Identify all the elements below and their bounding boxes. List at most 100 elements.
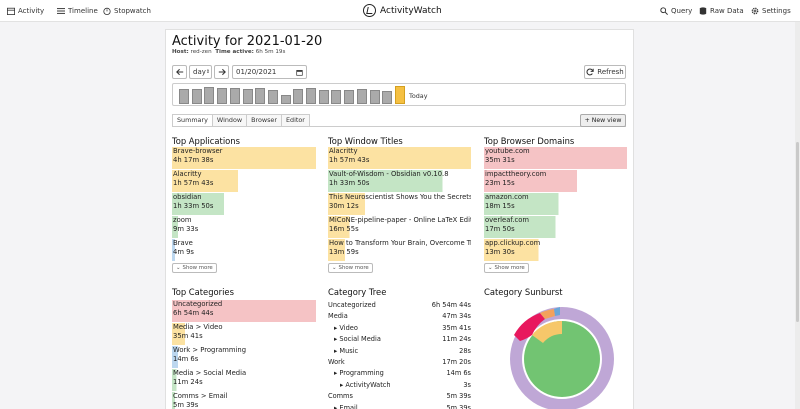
category-tree-row[interactable]: Comms 5m 39s (328, 392, 471, 400)
category-tree-label-text: Comms (328, 392, 353, 401)
chevron-down-icon: ⌄ (488, 265, 493, 271)
host-info: Host: red-zen Time active: 6h 5m 19s (172, 49, 285, 55)
domain-entry[interactable]: impacttheory.com 23m 15s (484, 170, 627, 192)
date-input[interactable]: 01/20/2021 (232, 65, 307, 79)
category-entry-name: Work > Programming (173, 346, 247, 354)
daily-bar-chart: Today (172, 83, 626, 106)
domain-entry[interactable]: app.clickup.com 13m 30s (484, 239, 627, 261)
top-categories-title: Top Categories (172, 287, 234, 297)
window-title-entry-time: 1h 33m 50s (329, 179, 370, 187)
refresh-label: Refresh (597, 68, 624, 76)
sunburst-media-segment[interactable] (532, 320, 562, 343)
bar-day[interactable] (229, 87, 240, 104)
activitywatch-logo-icon (363, 4, 376, 17)
category-tree-row[interactable]: Media 47m 34s (328, 312, 471, 320)
nav-query[interactable]: Query (660, 7, 692, 15)
bar-day[interactable] (344, 90, 355, 104)
nav-raw-data[interactable]: Raw Data (699, 7, 744, 15)
bar-day[interactable] (356, 89, 367, 104)
app-entry-time: 4h 17m 38s (173, 156, 214, 164)
caret-right-icon: ▸ (334, 346, 340, 355)
period-select[interactable]: day ⇕ (189, 65, 212, 79)
titles-show-more-button[interactable]: ⌄ Show more (328, 263, 373, 273)
category-tree-row[interactable]: ▸ Video 35m 41s (328, 324, 471, 332)
bar-day[interactable] (217, 87, 228, 104)
nav-stopwatch[interactable]: Stopwatch (103, 7, 151, 15)
app-entry[interactable]: zoom 9m 33s (172, 216, 316, 238)
page-scrollbar[interactable] (795, 22, 800, 409)
category-entry-time: 5m 39s (173, 401, 199, 409)
category-tree-label-text: Social Media (339, 335, 381, 344)
bar-day[interactable] (179, 89, 189, 104)
category-tree-row[interactable]: ▸ Music 28s (328, 347, 471, 355)
bar-day[interactable] (267, 90, 278, 104)
category-tree-label-text: Work (328, 358, 345, 366)
next-period-button[interactable] (214, 65, 229, 79)
app-entry[interactable]: Brave-browser 4h 17m 38s (172, 147, 316, 169)
bar-day[interactable] (191, 89, 202, 104)
today-label: Today (409, 92, 428, 100)
apps-show-more-label: Show more (182, 265, 213, 271)
category-tree-row[interactable]: ▸ Programming 14m 6s (328, 369, 471, 377)
previous-period-button[interactable] (172, 65, 187, 79)
nav-settings-label: Settings (762, 7, 791, 15)
bar-day[interactable] (280, 94, 291, 104)
apps-show-more-button[interactable]: ⌄ Show more (172, 263, 217, 273)
category-entry[interactable]: Uncategorized 6h 54m 44s (172, 300, 316, 322)
database-icon (699, 7, 707, 15)
category-entry-name: Comms > Email (173, 392, 228, 400)
brand-logo-link[interactable]: ActivityWatch (363, 4, 442, 17)
category-tree-row[interactable]: ▸ Email 5m 39s (328, 404, 471, 409)
bar-day[interactable] (255, 87, 266, 104)
window-title-entry-name: How to Transform Your Brain, Overcome Tr… (329, 239, 471, 247)
bar-day[interactable] (331, 90, 342, 104)
category-entry[interactable]: Comms > Email 5m 39s (172, 392, 316, 409)
bar-day[interactable] (306, 87, 316, 104)
window-title-entry[interactable]: MiCoNE-pipeline-paper - Online LaTeX Edi… (328, 216, 471, 238)
sunburst-work-segment[interactable] (554, 307, 560, 316)
category-tree-row[interactable]: ▸ Social Media 11m 24s (328, 335, 471, 343)
category-tree-row[interactable]: Uncategorized 6h 54m 44s (328, 301, 471, 309)
domain-entry[interactable]: youtube.com 35m 31s (484, 147, 627, 169)
category-entry[interactable]: Media > Video 35m 41s (172, 323, 316, 345)
app-entry[interactable]: Brave 4m 9s (172, 239, 316, 261)
bar-today[interactable] (394, 85, 405, 104)
domains-show-more-button[interactable]: ⌄ Show more (484, 263, 529, 273)
sunburst-social-media-segment[interactable] (540, 309, 555, 319)
sunburst-video-segment[interactable] (514, 313, 545, 341)
bar-day[interactable] (369, 90, 380, 104)
category-tree-row[interactable]: Work 17m 20s (328, 358, 471, 366)
category-entry-name: Uncategorized (173, 300, 223, 308)
category-tree-time: 28s (459, 346, 471, 355)
bar-day[interactable] (242, 89, 253, 104)
window-title-entry[interactable]: How to Transform Your Brain, Overcome Tr… (328, 239, 471, 261)
domain-entry-name: app.clickup.com (485, 239, 541, 247)
category-tree-time: 11m 24s (442, 335, 471, 344)
app-entry[interactable]: obsidian 1h 33m 50s (172, 193, 316, 215)
app-entry-time: 1h 33m 50s (173, 202, 214, 210)
category-entry[interactable]: Media > Social Media 11m 24s (172, 369, 316, 391)
refresh-button[interactable]: Refresh (584, 65, 626, 79)
category-entry[interactable]: Work > Programming 14m 6s (172, 346, 316, 368)
domain-entry[interactable]: amazon.com 18m 15s (484, 193, 627, 215)
category-tree-label: Uncategorized (328, 301, 376, 309)
category-tree-row[interactable]: ▸ ActivityWatch 3s (328, 381, 471, 389)
category-tree-label-text: ActivityWatch (345, 380, 391, 389)
domain-entry-name: youtube.com (485, 147, 530, 155)
app-entry[interactable]: Alacritty 1h 57m 43s (172, 170, 316, 192)
window-title-entry[interactable]: This Neuroscientist Shows You the Secret… (328, 193, 471, 215)
window-title-entry-time: 1h 57m 43s (329, 156, 370, 164)
window-title-entry[interactable]: Alacritty 1h 57m 43s (328, 147, 471, 169)
bar-day[interactable] (204, 86, 215, 104)
new-view-button[interactable]: + New view (580, 114, 626, 127)
brand-name: ActivityWatch (380, 5, 442, 16)
nav-timeline[interactable]: Timeline (57, 7, 98, 15)
bar-day[interactable] (382, 90, 393, 104)
nav-activity[interactable]: Activity (7, 7, 44, 15)
nav-settings[interactable]: Settings (751, 7, 791, 15)
bar-day[interactable] (293, 89, 304, 104)
domain-entry[interactable]: overleaf.com 17m 50s (484, 216, 627, 238)
host-value: red-zen (190, 49, 212, 55)
window-title-entry[interactable]: Vault-of-Wisdom - Obsidian v0.10.8 1h 33m… (328, 170, 471, 192)
bar-day[interactable] (318, 90, 329, 104)
